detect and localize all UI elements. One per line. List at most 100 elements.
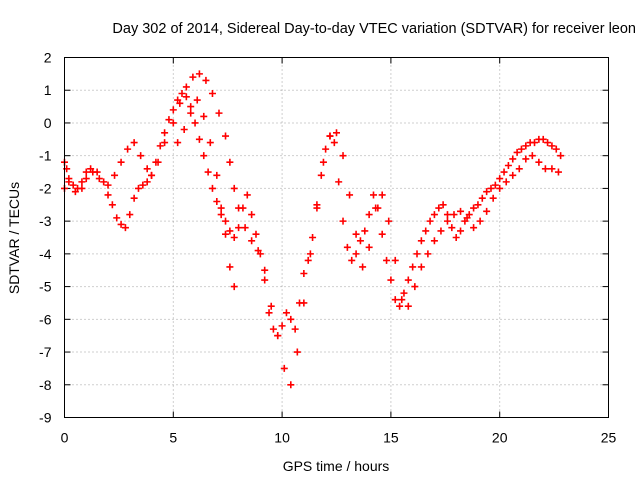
data-point bbox=[339, 217, 347, 225]
y-tick-label: 2 bbox=[44, 50, 52, 66]
data-point bbox=[304, 256, 312, 264]
data-point bbox=[478, 194, 486, 202]
data-point bbox=[391, 296, 399, 304]
data-point bbox=[161, 139, 169, 147]
data-point bbox=[548, 142, 556, 150]
data-point bbox=[502, 178, 510, 186]
data-point bbox=[300, 299, 308, 307]
data-point bbox=[515, 165, 523, 173]
data-point bbox=[383, 256, 391, 264]
data-point bbox=[104, 181, 112, 189]
x-tick-label: 5 bbox=[169, 430, 177, 446]
data-point bbox=[369, 191, 377, 199]
x-tick-label: 25 bbox=[601, 430, 617, 446]
data-point bbox=[554, 168, 562, 176]
data-point bbox=[500, 168, 508, 176]
data-point bbox=[169, 119, 177, 127]
data-point bbox=[539, 135, 547, 143]
data-point bbox=[261, 266, 269, 274]
data-point bbox=[82, 175, 90, 183]
data-point bbox=[213, 171, 221, 179]
data-point bbox=[463, 214, 471, 222]
data-point bbox=[200, 112, 208, 120]
data-point bbox=[400, 289, 408, 297]
data-point bbox=[130, 194, 138, 202]
data-point bbox=[78, 178, 86, 186]
x-tick-label: 15 bbox=[383, 430, 399, 446]
y-tick-label: -9 bbox=[39, 410, 52, 426]
data-point bbox=[215, 109, 223, 117]
data-point bbox=[108, 201, 116, 209]
data-point bbox=[230, 283, 238, 291]
plot-frame bbox=[64, 57, 609, 418]
data-point bbox=[139, 181, 147, 189]
data-point bbox=[117, 220, 125, 228]
data-point bbox=[300, 270, 308, 277]
data-point bbox=[548, 165, 556, 173]
data-point bbox=[489, 194, 497, 202]
data-point bbox=[82, 168, 90, 176]
data-point bbox=[352, 230, 360, 238]
y-tick-label: -1 bbox=[39, 148, 52, 164]
data-point bbox=[509, 155, 517, 163]
data-point bbox=[267, 302, 275, 310]
data-point bbox=[187, 103, 195, 111]
data-point bbox=[361, 227, 369, 235]
data-point bbox=[187, 109, 195, 117]
data-point bbox=[448, 224, 456, 232]
data-point bbox=[126, 211, 134, 219]
data-point bbox=[356, 237, 364, 245]
data-point bbox=[195, 70, 203, 78]
data-point bbox=[413, 250, 421, 258]
data-point bbox=[378, 191, 386, 199]
data-point bbox=[404, 302, 412, 310]
data-point bbox=[206, 139, 214, 147]
data-point bbox=[528, 152, 536, 160]
data-point bbox=[78, 184, 86, 192]
data-point bbox=[254, 247, 262, 255]
data-point bbox=[531, 139, 539, 147]
data-point bbox=[208, 184, 216, 192]
data-point bbox=[226, 263, 234, 271]
data-point bbox=[89, 168, 97, 176]
data-point bbox=[248, 211, 256, 219]
y-tick-label: -3 bbox=[39, 213, 52, 229]
data-point bbox=[226, 158, 234, 166]
data-point bbox=[121, 224, 129, 232]
data-point bbox=[409, 263, 417, 271]
data-point bbox=[378, 230, 386, 238]
data-point bbox=[280, 364, 288, 372]
data-point bbox=[252, 230, 260, 238]
data-point bbox=[552, 145, 560, 153]
data-point bbox=[200, 152, 208, 160]
data-point bbox=[437, 227, 445, 235]
data-point bbox=[398, 296, 406, 304]
data-point bbox=[282, 309, 290, 317]
data-point bbox=[113, 214, 121, 222]
data-point bbox=[535, 158, 543, 166]
data-point bbox=[496, 175, 504, 183]
data-point bbox=[95, 175, 103, 183]
data-point bbox=[248, 237, 256, 245]
data-point bbox=[317, 171, 325, 179]
data-point bbox=[293, 348, 301, 356]
data-point bbox=[333, 129, 340, 137]
data-point bbox=[457, 207, 465, 215]
data-point bbox=[180, 126, 188, 133]
x-tick-label: 0 bbox=[61, 430, 69, 446]
data-point bbox=[217, 211, 225, 219]
data-point bbox=[343, 243, 351, 251]
data-point bbox=[235, 204, 243, 212]
data-point bbox=[217, 204, 225, 212]
data-point bbox=[117, 158, 125, 166]
data-point bbox=[269, 325, 277, 333]
data-point bbox=[176, 99, 184, 107]
data-point bbox=[452, 234, 460, 241]
data-point bbox=[522, 142, 530, 150]
data-point bbox=[274, 332, 282, 340]
data-point bbox=[265, 309, 273, 317]
data-point bbox=[191, 119, 199, 127]
data-point bbox=[359, 263, 367, 271]
data-point bbox=[522, 155, 530, 163]
